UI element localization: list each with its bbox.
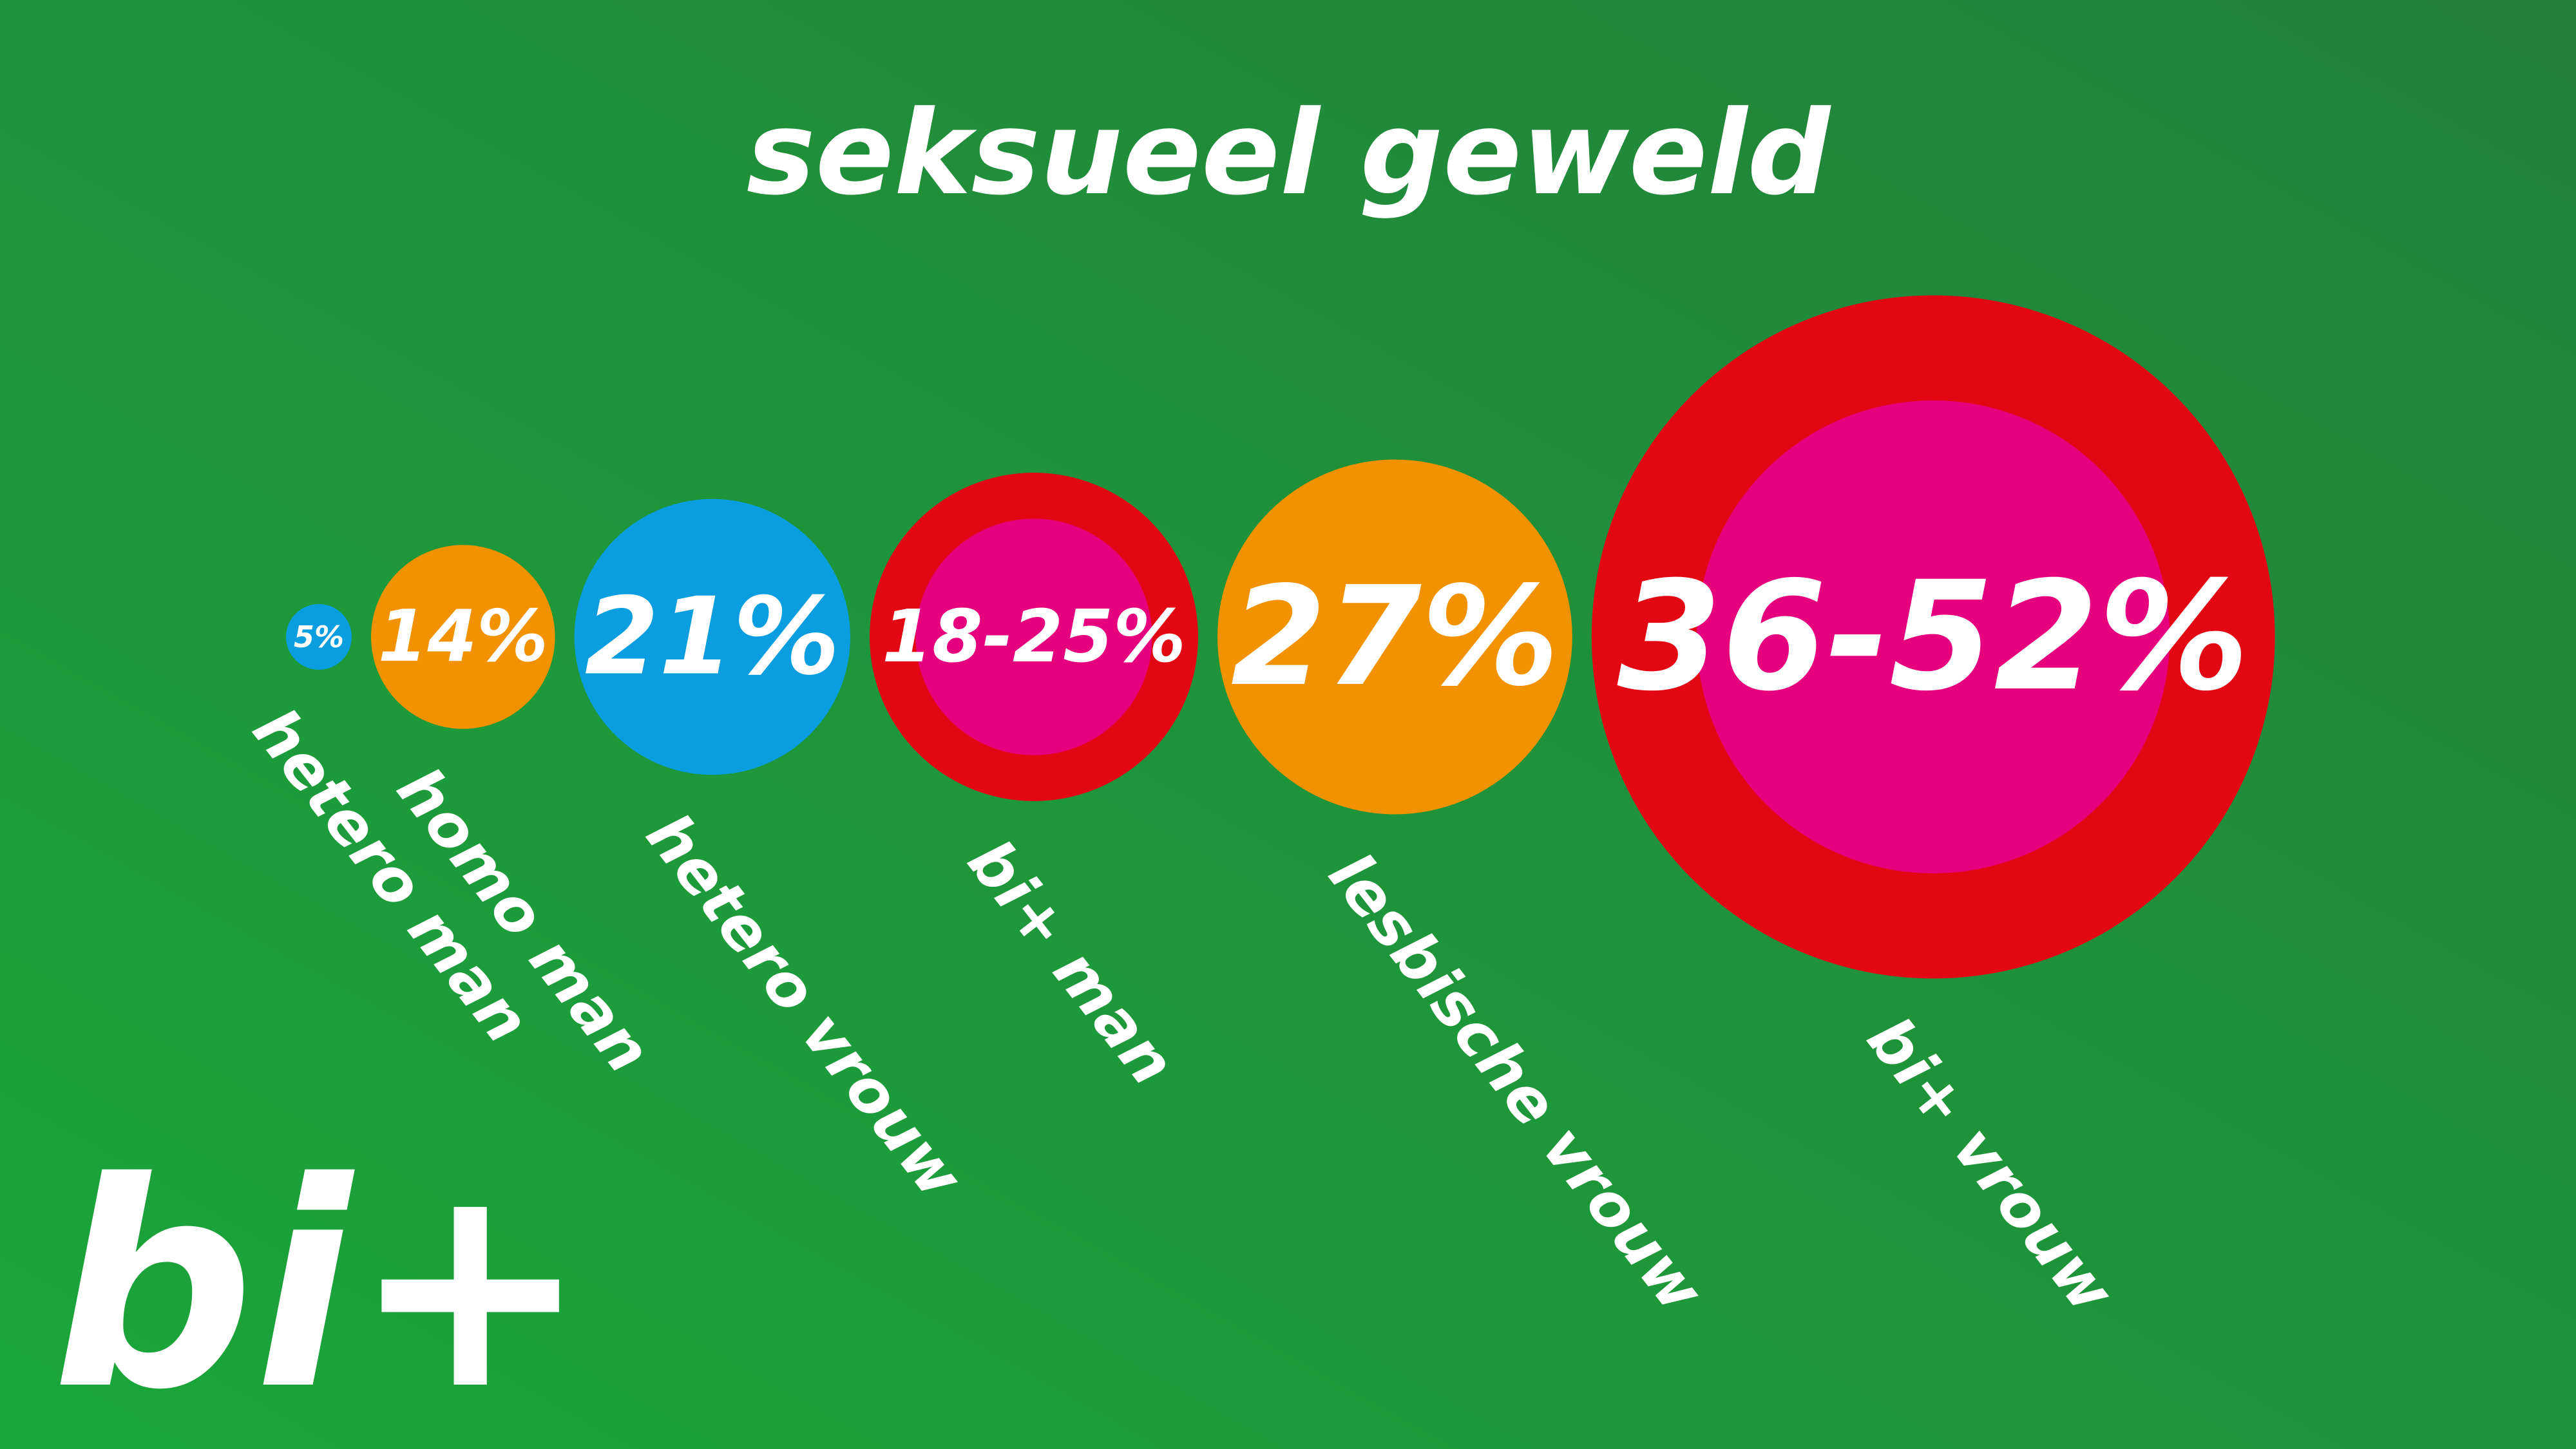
chart-title: seksueel geweld [747, 86, 1832, 221]
data-label: 14% [378, 596, 548, 678]
data-label: 18-25% [882, 595, 1186, 679]
data-label: 5% [294, 620, 344, 654]
data-label: 21% [585, 575, 840, 699]
data-label: 36-52% [1617, 549, 2249, 724]
data-label: 27% [1231, 557, 1559, 717]
bubble [286, 604, 352, 670]
logo: bi+ [52, 1122, 589, 1449]
bubble [371, 545, 555, 729]
bubble-inner [915, 518, 1152, 755]
bubble [574, 498, 850, 775]
bubble-inner [1697, 400, 2170, 874]
bubble [1217, 459, 1572, 815]
